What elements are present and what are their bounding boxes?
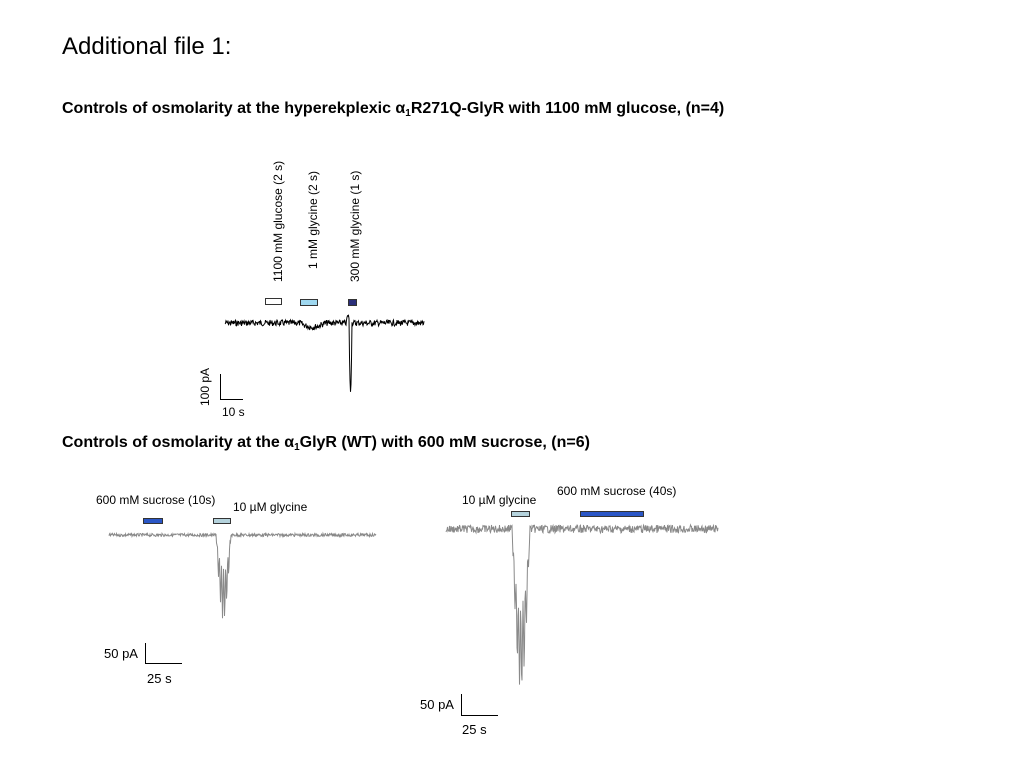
section-1-heading: Controls of osmolarity at the hyperekple…: [62, 100, 724, 119]
left-scale-bar-horizontal: [145, 663, 182, 664]
right-sucrose-label: 600 mM sucrose (40s): [557, 484, 677, 498]
glucose-application-bar: [265, 298, 282, 305]
left-sucrose-label: 600 mM sucrose (10s): [96, 493, 216, 507]
right-glycine-application-bar: [511, 511, 530, 517]
section-1-heading-suffix: R271Q-GlyR with 1100 mM glucose, (n=4): [410, 100, 725, 117]
section-1-heading-subscript: 1: [405, 108, 411, 119]
left-glycine-application-bar: [213, 518, 231, 524]
left-glycine-label: 10 µM glycine: [233, 500, 308, 514]
left-scale-time-label: 25 s: [147, 671, 172, 686]
section-2-heading: Controls of osmolarity at the α1GlyR (WT…: [62, 434, 590, 453]
right-sucrose-application-bar: [580, 511, 644, 517]
glycine-300mm-application-bar: [348, 299, 357, 306]
glycine-1mm-application-bar: [300, 299, 318, 306]
section-1-heading-prefix: Controls of osmolarity at the hyperekple…: [62, 100, 406, 117]
section-2-heading-subscript: 1: [294, 442, 300, 453]
section-1-scale-bar-horizontal: [220, 399, 243, 400]
left-sucrose-application-bar: [143, 518, 163, 524]
section-1-scale-bar-vertical: [220, 374, 221, 399]
right-scale-current-label: 50 pA: [420, 697, 454, 712]
section-1-scale-time-label: 10 s: [222, 405, 245, 419]
section-2-heading-prefix: Controls of osmolarity at the α: [62, 434, 295, 451]
right-scale-time-label: 25 s: [462, 722, 487, 737]
right-glycine-label: 10 µM glycine: [462, 493, 537, 507]
left-scale-bar-vertical: [145, 643, 146, 663]
right-scale-bar-vertical: [461, 694, 462, 715]
page-title: Additional file 1:: [62, 33, 232, 60]
section-2-heading-suffix: GlyR (WT) with 600 mM sucrose, (n=6): [299, 434, 590, 451]
right-scale-bar-horizontal: [461, 715, 498, 716]
left-scale-current-label: 50 pA: [104, 646, 138, 661]
